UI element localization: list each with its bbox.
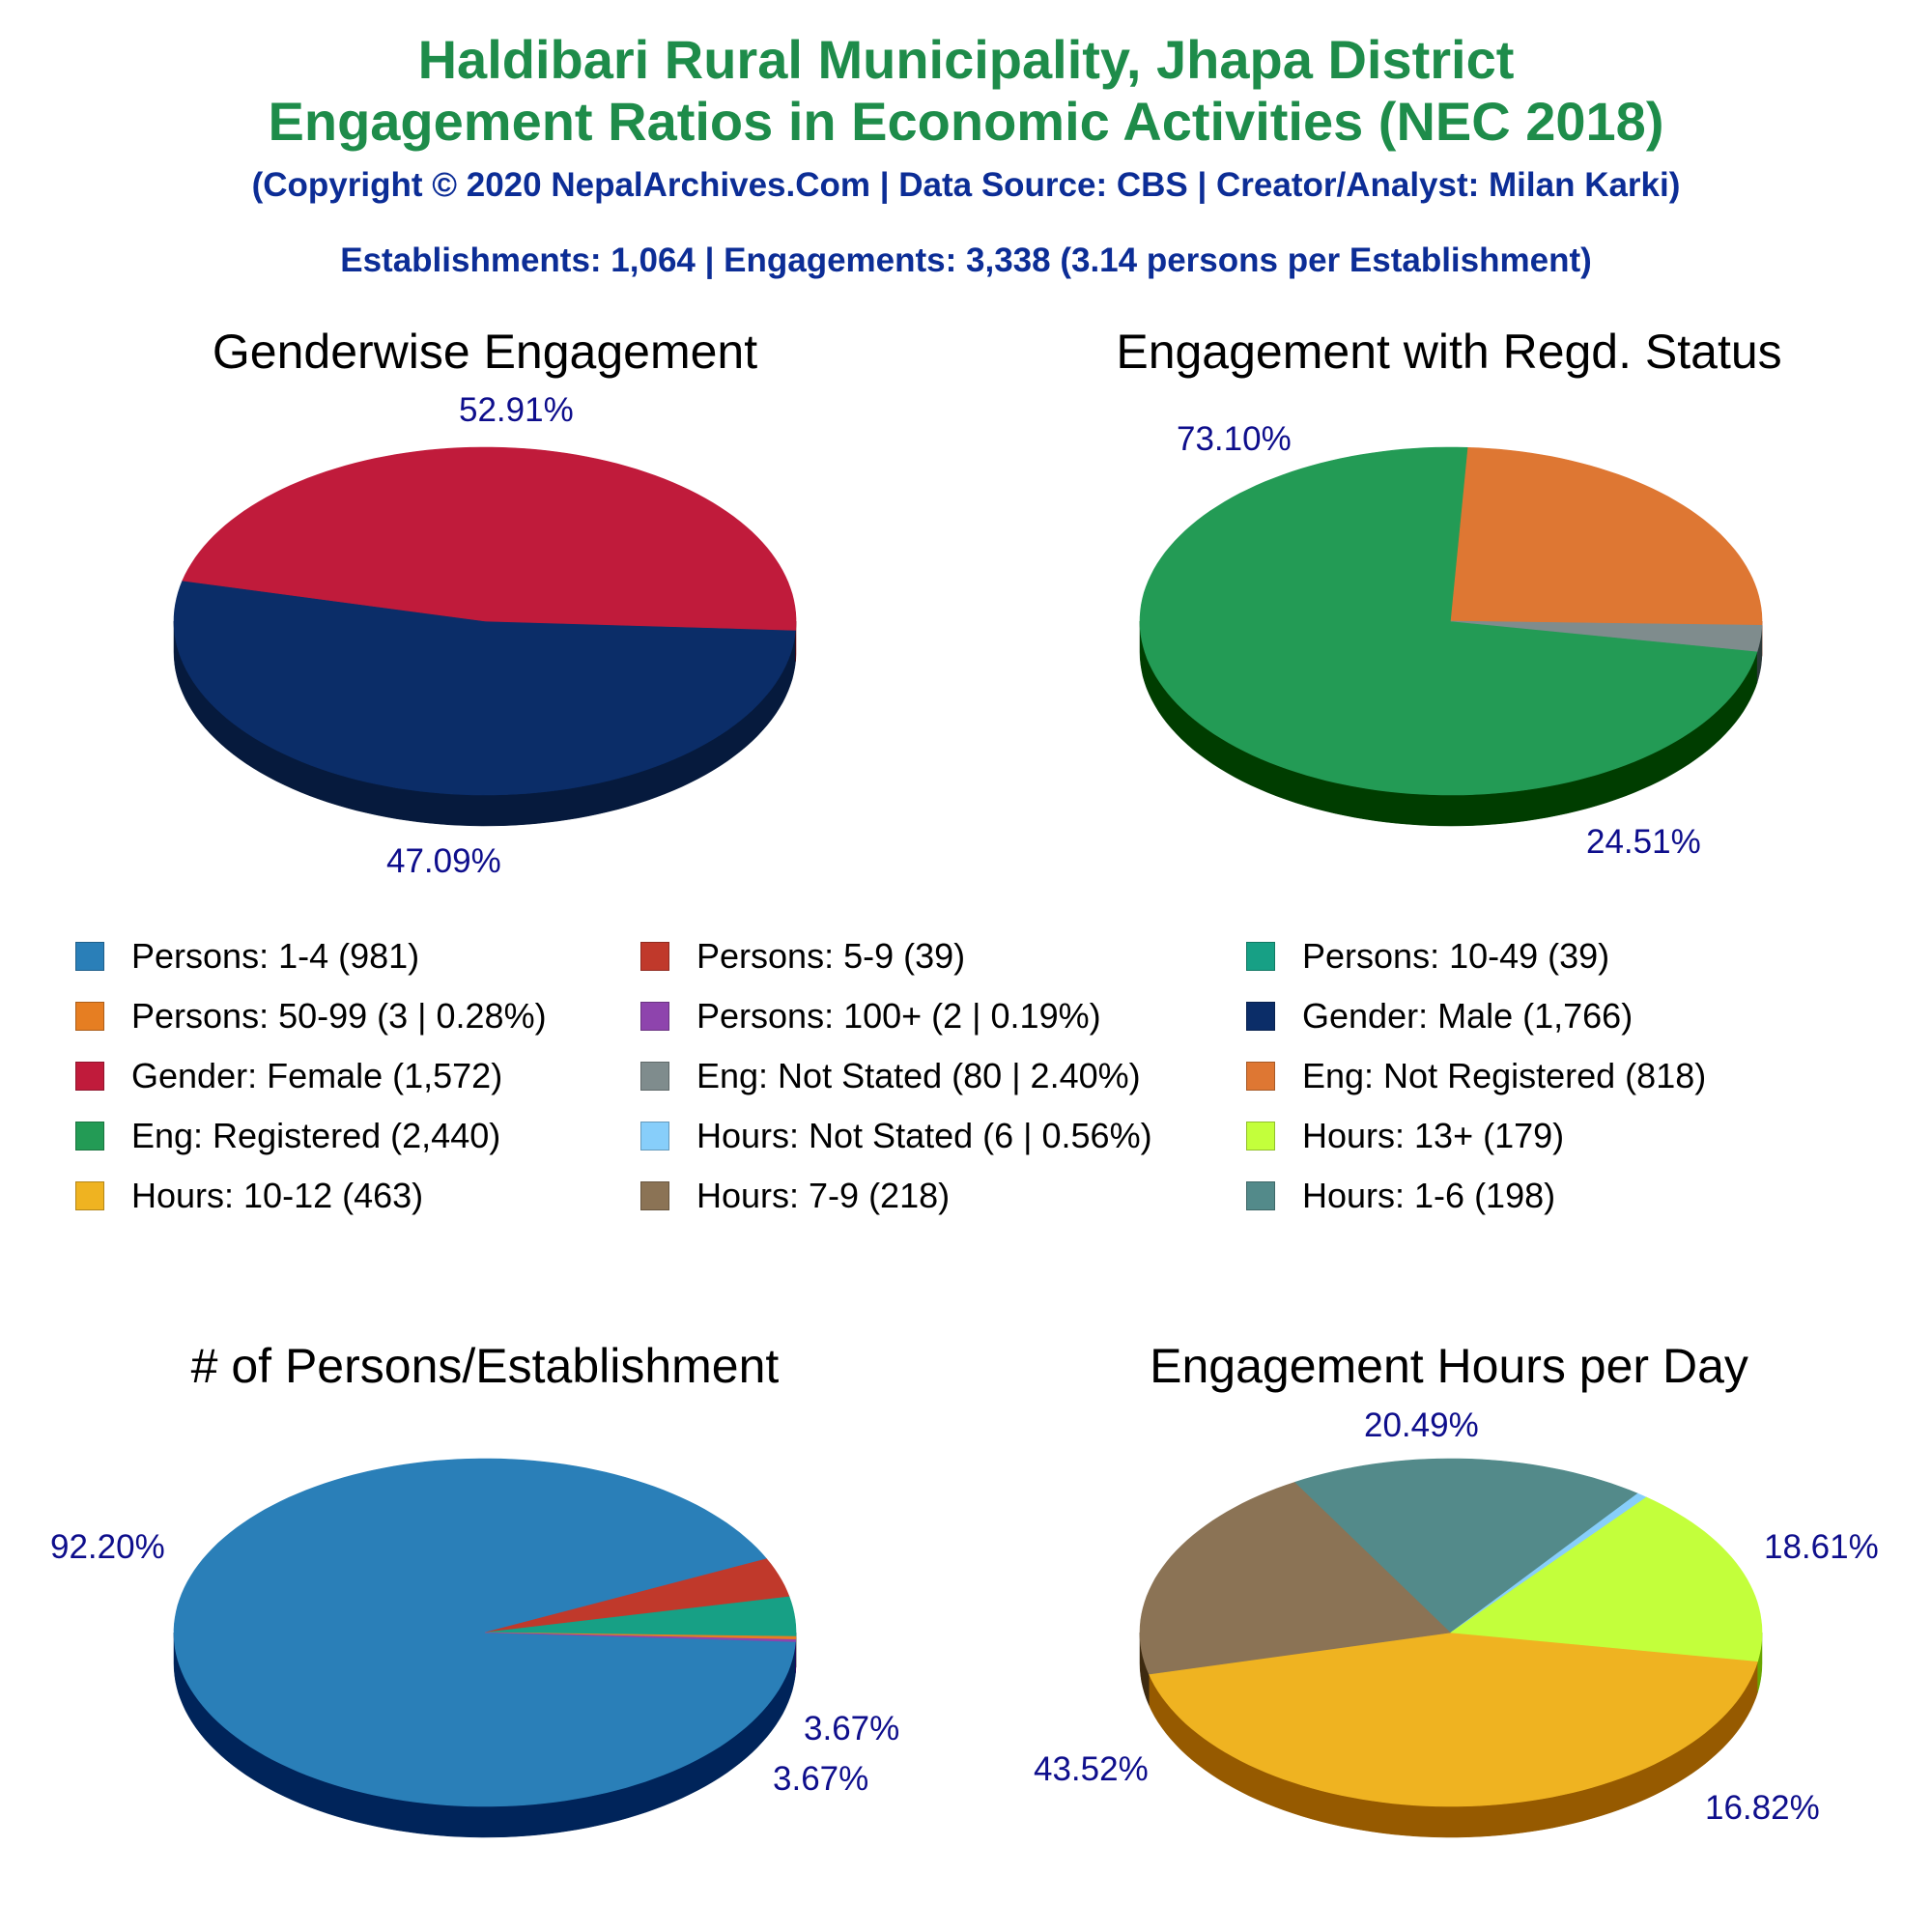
chart-title-line2: Engagement Ratios in Economic Activities… (268, 91, 1664, 152)
pie-title-regd-status: Engagement with Regd. Status (1116, 325, 1782, 379)
legend-item: Persons: 5-9 (39) (640, 932, 965, 980)
legend-swatch (1246, 1181, 1275, 1210)
legend-swatch (75, 1002, 104, 1031)
pct-label-hours-1-6: 18.61% (1764, 1528, 1879, 1566)
pie-slice-1 (484, 1558, 790, 1634)
pie-chart-1 (1139, 446, 1763, 827)
legend-item: Eng: Not Stated (80 | 2.40%) (640, 1052, 1141, 1100)
legend-item: Persons: 10-49 (39) (1246, 932, 1609, 980)
legend-item: Hours: Not Stated (6 | 0.56%) (640, 1112, 1152, 1160)
legend-swatch (75, 1181, 104, 1210)
legend-label: Hours: 10-12 (463) (131, 1176, 424, 1215)
legend-item: Hours: 7-9 (218) (640, 1172, 950, 1220)
legend-item: Persons: 1-4 (981) (75, 932, 419, 980)
legend-label: Eng: Not Registered (818) (1302, 1056, 1707, 1095)
legend-label: Hours: 7-9 (218) (696, 1176, 951, 1215)
legend-swatch (75, 1062, 104, 1091)
legend-item: Persons: 50-99 (3 | 0.28%) (75, 992, 547, 1040)
legend-label: Persons: 1-4 (981) (131, 936, 420, 976)
legend-swatch (1246, 942, 1275, 971)
legend-swatch (75, 1122, 104, 1151)
pie-chart-3 (1139, 1458, 1763, 1838)
pct-label-hours-13plus: 16.82% (1705, 1789, 1820, 1827)
legend-label: Hours: 13+ (179) (1302, 1116, 1565, 1155)
pct-label-male: 52.91% (459, 391, 574, 429)
pie-slice-1 (182, 446, 797, 631)
legend-swatch (1246, 1122, 1275, 1151)
legend-label: Persons: 100+ (2 | 0.19%) (696, 996, 1101, 1036)
legend-label: Persons: 5-9 (39) (696, 936, 966, 976)
pct-label-persons-1-4: 92.20% (50, 1528, 165, 1566)
legend-swatch (640, 942, 669, 971)
legend-item: Gender: Female (1,572) (75, 1052, 502, 1100)
legend-item: Gender: Male (1,766) (1246, 992, 1633, 1040)
pie-slice-0 (1139, 446, 1758, 796)
pie-slice-0 (173, 1458, 796, 1807)
legend-swatch (640, 1062, 669, 1091)
legend-label: Eng: Not Stated (80 | 2.40%) (696, 1056, 1141, 1095)
pie-slice-1 (1450, 446, 1763, 626)
pie-slice-0 (173, 580, 796, 796)
legend-item: Hours: 10-12 (463) (75, 1172, 423, 1220)
pct-label-persons-10-49: 3.67% (804, 1710, 900, 1747)
legend-item: Persons: 100+ (2 | 0.19%) (640, 992, 1101, 1040)
legend-item: Eng: Not Registered (818) (1246, 1052, 1706, 1100)
legend-swatch (1246, 1062, 1275, 1091)
legend-label: Gender: Male (1,766) (1302, 996, 1634, 1036)
legend-label: Eng: Registered (2,440) (131, 1116, 501, 1155)
legend-label: Persons: 10-49 (39) (1302, 936, 1610, 976)
legend-item: Hours: 1-6 (198) (1246, 1172, 1555, 1220)
pie-title-persons: # of Persons/Establishment (190, 1339, 780, 1393)
pie-slice-2 (484, 1596, 797, 1637)
pie-title-hours: Engagement Hours per Day (1150, 1339, 1748, 1393)
pie-slice-2 (1450, 620, 1763, 652)
pct-label-registered: 73.10% (1177, 420, 1292, 458)
legend-label: Persons: 50-99 (3 | 0.28%) (131, 996, 547, 1036)
legend-swatch (640, 1002, 669, 1031)
legend-swatch (75, 942, 104, 971)
legend-item: Eng: Registered (2,440) (75, 1112, 500, 1160)
pie-title-gender: Genderwise Engagement (212, 325, 758, 379)
pie-slice-2 (1294, 1458, 1639, 1634)
legend-swatch (640, 1181, 669, 1210)
pie-slice-4 (1450, 1496, 1763, 1662)
copyright-line: (Copyright © 2020 NepalArchives.Com | Da… (251, 166, 1681, 204)
pct-label-female: 47.09% (386, 842, 501, 880)
legend-label: Hours: Not Stated (6 | 0.56%) (696, 1116, 1152, 1155)
pct-label-hours-7-9: 20.49% (1364, 1406, 1479, 1444)
pct-label-hours-10-12: 43.52% (1034, 1750, 1149, 1788)
legend-swatch (640, 1122, 669, 1151)
legend-swatch (1246, 1002, 1275, 1031)
legend-label: Gender: Female (1,572) (131, 1056, 503, 1095)
pct-label-not-registered: 24.51% (1586, 823, 1701, 861)
pie-slice-1 (1139, 1481, 1452, 1675)
chart-title-line1: Haldibari Rural Municipality, Jhapa Dist… (417, 29, 1515, 90)
pie-chart-0 (173, 446, 797, 827)
pct-label-persons-5-9: 3.67% (773, 1760, 869, 1798)
legend-item: Hours: 13+ (179) (1246, 1112, 1564, 1160)
pie-slice-4 (484, 1632, 796, 1642)
pie-slice-0 (1148, 1632, 1759, 1807)
pie-chart-2 (173, 1458, 797, 1838)
legend-label: Hours: 1-6 (198) (1302, 1176, 1556, 1215)
summary-line: Establishments: 1,064 | Engagements: 3,3… (340, 242, 1592, 279)
